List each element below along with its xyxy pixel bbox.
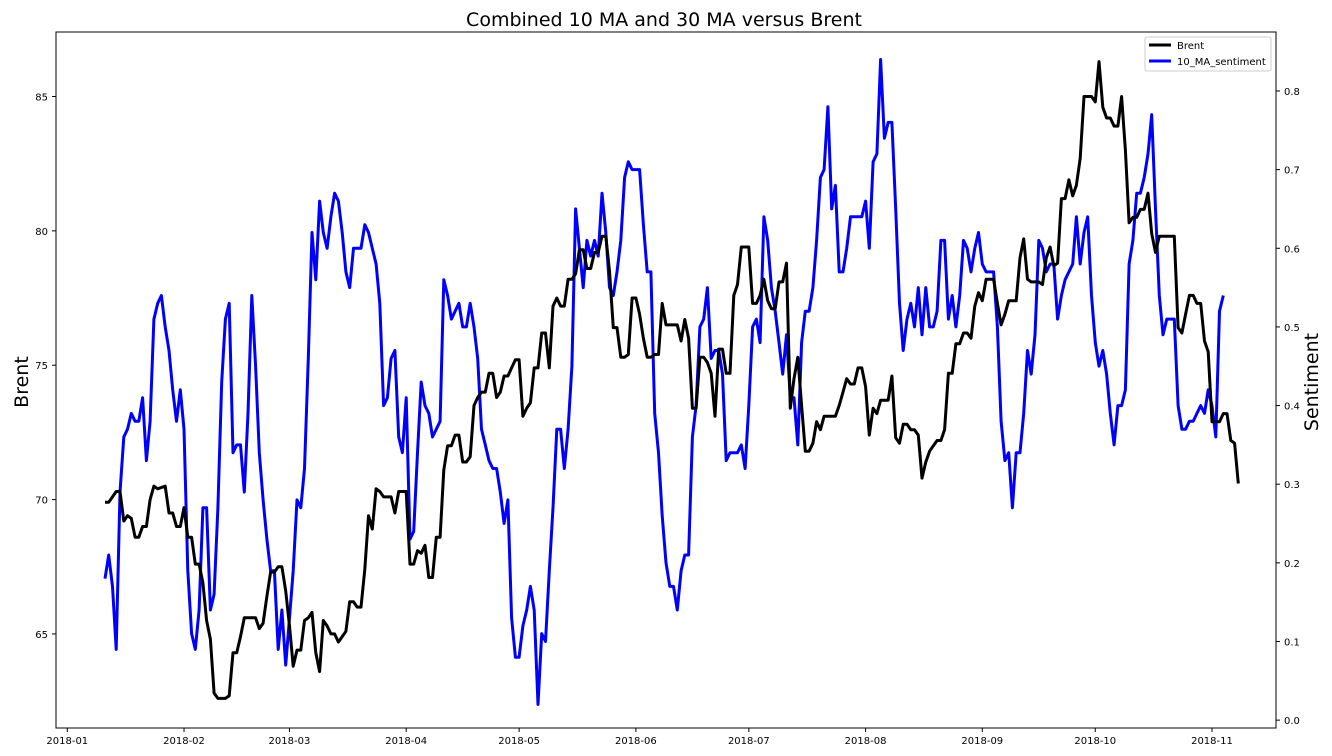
legend: Brent 10_MA_sentiment — [1144, 36, 1272, 72]
left-axis-title: Brent — [11, 356, 33, 408]
x-tick-label: 2018-06 — [615, 736, 657, 747]
x-tick-label: 2018-11 — [1191, 736, 1233, 747]
x-tick-label: 2018-02 — [163, 736, 205, 747]
right-y-axis: 0.0 0.1 0.2 0.3 0.4 0.5 0.6 0.7 0.8 — [1276, 87, 1300, 727]
left-y-tick-label: 65 — [35, 630, 48, 641]
right-y-tick-label: 0.8 — [1284, 87, 1300, 98]
right-axis-title: Sentiment — [1301, 333, 1323, 431]
x-axis: 2018-01 2018-02 2018-03 2018-04 2018-05 2018-… — [46, 728, 1233, 747]
x-tick-label: 2018-01 — [46, 736, 88, 747]
plot-area — [55, 31, 1277, 729]
legend-label-sentiment: 10_MA_sentiment — [1177, 57, 1266, 68]
right-y-tick-label: 0.3 — [1284, 480, 1300, 491]
chart-title: Combined 10 MA and 30 MA versus Brent — [466, 9, 862, 31]
right-y-tick-label: 0.0 — [1284, 716, 1300, 727]
left-y-tick-label: 75 — [35, 361, 48, 372]
right-y-tick-label: 0.2 — [1284, 559, 1300, 570]
right-y-tick-label: 0.6 — [1284, 244, 1300, 255]
legend-box — [1144, 36, 1272, 72]
x-tick-label: 2018-07 — [728, 736, 770, 747]
x-tick-label: 2018-08 — [845, 736, 887, 747]
x-tick-label: 2018-10 — [1074, 736, 1116, 747]
series-line-sentiment — [103, 58, 1225, 706]
left-y-tick-label: 70 — [35, 496, 48, 507]
x-tick-label: 2018-03 — [269, 736, 311, 747]
right-y-tick-label: 0.7 — [1284, 166, 1300, 177]
legend-label-brent: Brent — [1177, 41, 1204, 52]
plot-frame — [55, 31, 1277, 729]
x-tick-label: 2018-09 — [961, 736, 1003, 747]
right-y-tick-label: 0.1 — [1284, 637, 1300, 648]
left-y-tick-label: 85 — [35, 92, 48, 103]
series-line-brent — [105, 60, 1240, 700]
right-y-tick-label: 0.4 — [1284, 402, 1300, 413]
series-layer — [103, 58, 1240, 706]
x-tick-label: 2018-04 — [385, 736, 427, 747]
x-tick-label: 2018-05 — [498, 736, 540, 747]
left-y-axis: 65 70 75 80 85 — [35, 92, 56, 641]
left-y-tick-label: 80 — [35, 227, 48, 238]
right-y-tick-label: 0.5 — [1284, 323, 1300, 334]
